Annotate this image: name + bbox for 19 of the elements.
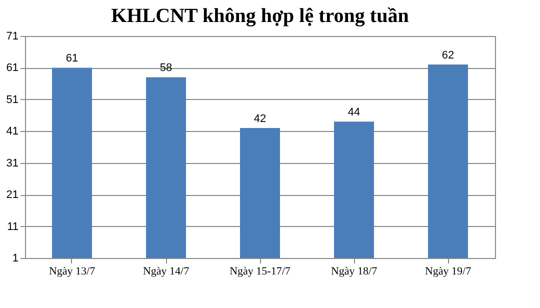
y-tick-label: 1 [12,252,18,264]
y-tick-label: 11 [7,220,18,233]
x-tick-label: Ngày 19/7 [424,266,472,278]
y-tick-label: 21 [6,189,18,202]
data-label: 42 [254,112,266,125]
y-tick-label: 61 [6,62,18,74]
data-label: 61 [66,52,78,65]
chart-title: KHLCNT không hợp lệ trong tuần [111,5,409,27]
x-tick-label: Ngày 18/7 [330,266,378,278]
y-tick-label: 41 [6,126,18,138]
y-tick-label: 51 [6,94,18,106]
data-label: 58 [160,62,172,74]
data-label: 44 [348,106,360,119]
data-label: 62 [442,50,454,62]
y-tick-label: 71 [6,30,18,42]
y-tick-label: 31 [6,157,18,170]
x-tick-label: Ngày 14/7 [142,266,190,278]
x-tick-label: Ngày 13/7 [48,266,96,278]
x-tick-label: Ngày 15-17/7 [230,266,291,278]
